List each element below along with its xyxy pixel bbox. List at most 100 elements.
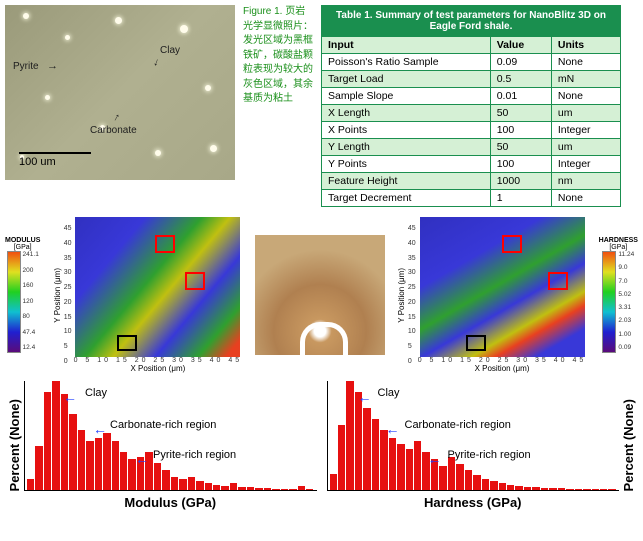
histogram-bar — [406, 449, 413, 490]
annot-clay: Clay — [378, 387, 400, 399]
hardness-cb-unit: [GPa] — [609, 244, 627, 251]
hardness-xticks: 0 5 10 15 20 25 30 35 40 45 — [418, 357, 587, 364]
modulus-cb-title: MODULUS — [5, 237, 40, 244]
modulus-hist-ylabel: Percent (None) — [5, 399, 24, 491]
histogram-bar — [120, 452, 127, 490]
histogram-bar — [188, 477, 195, 490]
histogram-bar — [389, 438, 396, 490]
annot-carbonate: Carbonate-rich region — [110, 419, 216, 431]
histogram-bar — [465, 470, 472, 490]
hardness-colorbar: HARDNESS [GPa] 11.249.07.05.023.312.031.… — [599, 237, 638, 353]
histogram-row: Percent (None) ← Clay ← Carbonate-rich r… — [5, 381, 638, 510]
histogram-bar — [289, 489, 296, 490]
modulus-xticks: 0 5 10 15 20 25 30 35 40 45 — [74, 357, 243, 364]
histogram-bar — [414, 441, 421, 490]
table-cell: 50 — [490, 105, 551, 122]
histogram-bar — [515, 486, 522, 490]
table-col-units: Units — [551, 37, 620, 54]
histogram-bar — [69, 414, 76, 490]
arrow-icon: ← — [63, 389, 77, 405]
marker-red-icon — [548, 272, 568, 290]
pyrite-label: Pyrite — [13, 61, 39, 72]
histogram-bar — [78, 430, 85, 490]
marker-black-icon — [466, 335, 486, 351]
arrow-icon: ← — [135, 451, 149, 467]
arrow-icon: ← — [386, 421, 400, 437]
histogram-bar — [346, 381, 353, 490]
optical-micrograph: Pyrite → Clay → Carbonate → 100 um — [5, 5, 235, 180]
caption-text: 页岩光学显微照片：发光区域为黑框铁矿，碳酸盐颗粒表现为较大的灰色区域，其余基质为… — [243, 6, 313, 104]
table-cell: Y Points — [322, 156, 491, 173]
histogram-bar — [549, 488, 556, 490]
histogram-bar — [499, 483, 506, 490]
table-cell: um — [551, 105, 620, 122]
histogram-bar — [298, 486, 305, 490]
top-row: Pyrite → Clay → Carbonate → 100 um Figur… — [5, 5, 638, 207]
histogram-bar — [35, 446, 42, 490]
histogram-bar — [566, 489, 573, 490]
histogram-bar — [238, 487, 245, 490]
histogram-bar — [355, 392, 362, 490]
histogram-bar — [363, 408, 370, 490]
table-title: Table 1. Summary of test parameters for … — [322, 6, 621, 37]
histogram-bar — [171, 477, 178, 490]
histogram-bar — [532, 487, 539, 490]
histogram-bar — [306, 489, 313, 490]
table-cell: mN — [551, 71, 620, 88]
modulus-heatmap-block: Y Position (μm) 454035302520151050 0 5 1… — [53, 217, 242, 373]
histogram-bar — [600, 489, 607, 490]
hardness-heatmap-block: Y Position (μm) 454035302520151050 0 5 1… — [397, 217, 586, 373]
table-cell: 0.01 — [490, 88, 551, 105]
annot-carbonate: Carbonate-rich region — [405, 419, 511, 431]
arrow-icon: ← — [428, 451, 442, 467]
histogram-bar — [397, 444, 404, 490]
modulus-ylabel: Y Position (μm) — [53, 268, 62, 323]
carbonate-label: Carbonate — [90, 125, 137, 136]
hardness-cb-title: HARDNESS — [599, 237, 638, 244]
scale-bar: 100 um — [19, 152, 91, 168]
table-cell: Sample Slope — [322, 88, 491, 105]
histogram-bar — [255, 488, 262, 490]
hardness-hist-ylabel: Percent (None) — [619, 399, 638, 491]
arrow-icon: ← — [93, 421, 107, 437]
histogram-bar — [44, 392, 51, 490]
modulus-colorbar: MODULUS [GPa] 241.12001601208047.412.4 — [5, 237, 40, 353]
marker-red-icon — [185, 272, 205, 290]
histogram-bar — [221, 486, 228, 490]
annot-pyrite: Pyrite-rich region — [153, 449, 236, 461]
histogram-bar — [162, 470, 169, 490]
histogram-bar — [95, 438, 102, 490]
histogram-bar — [86, 441, 93, 490]
modulus-histogram-block: Percent (None) ← Clay ← Carbonate-rich r… — [5, 381, 317, 510]
table-cell: 100 — [490, 122, 551, 139]
parameters-table: Table 1. Summary of test parameters for … — [321, 5, 621, 207]
marker-red-icon — [155, 235, 175, 253]
histogram-bar — [154, 463, 161, 490]
modulus-hist-xlabel: Modulus (GPa) — [124, 495, 216, 510]
table-cell: X Points — [322, 122, 491, 139]
histogram-bar — [490, 481, 497, 490]
table-cell: Target Load — [322, 71, 491, 88]
center-micrograph — [255, 235, 385, 355]
histogram-bar — [541, 488, 548, 490]
histogram-bar — [281, 489, 288, 490]
table-cell: 1000 — [490, 173, 551, 190]
histogram-bar — [205, 483, 212, 490]
histogram-bar — [272, 489, 279, 490]
modulus-heatmap — [75, 217, 240, 357]
histogram-bar — [448, 457, 455, 490]
histogram-bar — [583, 489, 590, 490]
table-row: Feature Height1000nm — [322, 173, 621, 190]
table-cell: 0.09 — [490, 54, 551, 71]
histogram-bar — [575, 489, 582, 490]
table-row: Y Length50um — [322, 139, 621, 156]
figure-caption: Figure 1. 页岩光学显微照片：发光区域为黑框铁矿，碳酸盐颗粒表现为较大的… — [243, 5, 313, 207]
histogram-bar — [507, 485, 514, 490]
table-cell: 50 — [490, 139, 551, 156]
hardness-xlabel: X Position (μm) — [475, 364, 530, 373]
table-row: Poisson's Ratio Sample0.09None — [322, 54, 621, 71]
table-cell: 1 — [490, 190, 551, 207]
annot-pyrite: Pyrite-rich region — [448, 449, 531, 461]
table-cell: Poisson's Ratio Sample — [322, 54, 491, 71]
histogram-bar — [338, 425, 345, 490]
